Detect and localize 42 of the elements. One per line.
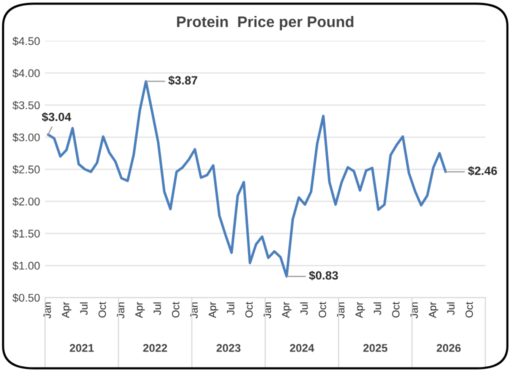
y-tick-label: $1.00 <box>12 261 40 270</box>
text: 2023 <box>216 344 240 352</box>
y-tick-label: $3.50 <box>12 100 40 110</box>
y-tick-label: $2.50 <box>12 165 40 174</box>
data-label: $0.83 <box>309 270 338 280</box>
x-tick-label: Oct <box>466 302 473 318</box>
x-tick-label: Jul <box>226 302 234 315</box>
x-tick-label: Oct <box>318 302 326 318</box>
x-tick-label: Jul <box>80 302 88 315</box>
x-tick-label: Apr <box>208 302 218 318</box>
text: 2021 <box>70 344 94 352</box>
y-tick-label: $4.50 <box>12 36 40 46</box>
x-tick-label: Apr <box>428 302 438 318</box>
chart-title: Protein Price per Pound <box>177 16 354 30</box>
data-label: $2.46 <box>468 166 497 176</box>
text: 2022 <box>143 344 168 352</box>
x-tick-label: Jul <box>300 302 308 315</box>
x-tick-label: Jan <box>190 302 198 318</box>
y-tick-label: $1.50 <box>12 229 40 238</box>
x-tick-label: Jan <box>337 302 344 318</box>
text: 2024 <box>290 344 314 352</box>
text: 2025 <box>363 344 388 352</box>
x-tick-label: Jul <box>153 302 161 315</box>
x-tick-label: Oct <box>245 302 253 318</box>
x-tick-label: Jul <box>446 302 455 315</box>
y-tick-label: $4.00 <box>12 68 40 78</box>
x-tick-label: Apr <box>135 302 145 318</box>
y-tick-label: $0.50 <box>12 293 40 302</box>
x-tick-label: Apr <box>62 302 72 318</box>
x-tick-label: Jul <box>374 302 382 315</box>
x-tick-label: Oct <box>98 302 106 318</box>
data-label: $3.87 <box>168 76 198 86</box>
y-tick-label: $2.00 <box>12 197 40 206</box>
y-tick-label: $3.00 <box>12 132 40 142</box>
x-tick-label: Jan <box>44 302 51 318</box>
x-tick-label: Oct <box>392 302 400 318</box>
x-tick-label: Apr <box>356 302 365 318</box>
x-tick-label: Jan <box>264 302 272 318</box>
x-tick-label: Apr <box>282 302 292 318</box>
x-tick-label: Oct <box>172 302 180 318</box>
text: 2026 <box>436 344 461 352</box>
data-label: $3.04 <box>42 112 72 122</box>
